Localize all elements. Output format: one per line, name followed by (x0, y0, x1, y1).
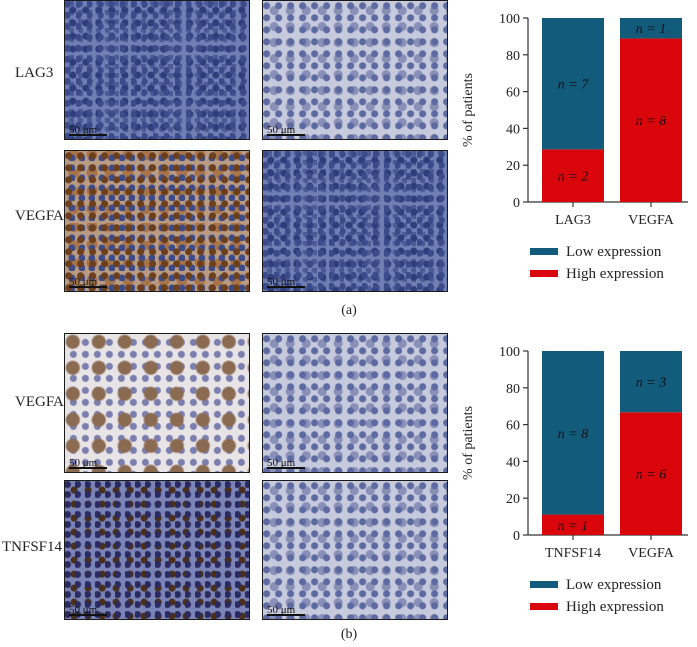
y-tick-label: 20 (506, 492, 520, 507)
scale-bar (267, 134, 305, 136)
y-tick-label: 80 (506, 382, 520, 397)
legend-label-high: High expression (566, 599, 664, 615)
y-axis-label: % of patients (461, 73, 476, 147)
micrograph-a-vegfa-high: 50 μm (64, 150, 250, 292)
bar-low-vegfa (620, 18, 682, 39)
scale-bar (69, 467, 107, 469)
scale-bar-label: 50 μm (69, 276, 98, 288)
legend-swatch-high (530, 270, 558, 277)
legend-label-low: Low expression (566, 244, 662, 260)
bar-high-vegfa (620, 38, 682, 203)
scale-bar (69, 134, 107, 136)
micrograph-b-tnfsf14-high: 50 μm (64, 480, 250, 620)
scale-bar (69, 614, 107, 616)
data-label-high: n = 2 (558, 170, 588, 185)
panel-label-b: (b) (340, 627, 358, 642)
scale-bar (267, 614, 305, 616)
legend-swatch-high (530, 603, 558, 610)
stacked-bar-chart-a: % of patients 0 20 40 60 80 100 n = 2 n = 7 LAG3 n… (461, 12, 688, 282)
y-tick-label: 40 (506, 122, 520, 137)
scale-bar-label: 50 μm (69, 457, 98, 469)
micrograph-a-vegfa-low: 50 μm (262, 150, 448, 292)
scale-bar-label: 50 μm (267, 276, 296, 288)
scale-bar (69, 286, 107, 288)
scale-bar (267, 286, 305, 288)
y-axis-label: % of patients (461, 406, 476, 480)
y-tick-label: 60 (506, 419, 520, 434)
scale-bar-label: 50 μm (267, 604, 296, 616)
micrograph-b-tnfsf14-low: 50 μm (262, 480, 448, 620)
panel-label-a: (a) (341, 303, 357, 318)
data-label-low: n = 7 (558, 78, 589, 93)
micrograph-a-lag3-low: 50 μm (262, 0, 448, 140)
x-tick-label: VEGFA (628, 213, 675, 228)
y-tick-label: 100 (499, 12, 520, 27)
data-label-high: n = 6 (636, 468, 666, 483)
data-label-low: n = 3 (636, 376, 666, 391)
data-label-low: n = 1 (636, 22, 666, 37)
scale-bar-label: 50 μm (267, 124, 296, 136)
bar-low-lag3 (542, 18, 604, 150)
legend-label-low: Low expression (566, 577, 662, 593)
micrograph-a-lag3-high: 50 μm (64, 0, 250, 140)
legend-label-high: High expression (566, 266, 664, 282)
stacked-bar-chart-b: % of patients 0 20 40 60 80 100 n = 1 n = 8 TNFSF… (461, 345, 688, 615)
x-tick-label: TNFSF14 (545, 546, 601, 561)
row-label-tnfsf14: TNFSF14 (2, 539, 63, 555)
y-tick-label: 40 (506, 455, 520, 470)
row-label-vegfa-a: VEGFA (15, 208, 64, 224)
scale-bar-label: 50 μm (267, 457, 296, 469)
y-tick-label: 80 (506, 49, 520, 64)
scale-bar-label: 50 μm (69, 604, 98, 616)
bar-high-tnfsf14 (542, 514, 604, 535)
bar-low-tnfsf14 (542, 351, 604, 515)
micrograph-b-vegfa-low: 50 μm (262, 333, 448, 473)
y-tick-label: 0 (513, 529, 520, 544)
y-tick-label: 20 (506, 159, 520, 174)
legend-swatch-low (530, 248, 558, 255)
row-label-lag3: LAG3 (15, 65, 54, 81)
bar-high-lag3 (542, 149, 604, 202)
micrograph-b-vegfa-high: 50 μm (64, 333, 250, 473)
scale-bar-label: 50 μm (69, 124, 98, 136)
row-label-vegfa-b: VEGFA (15, 394, 64, 410)
bar-low-vegfa (620, 351, 682, 413)
x-tick-label: VEGFA (628, 546, 675, 561)
y-tick-label: 100 (499, 345, 520, 360)
legend-swatch-low (530, 581, 558, 588)
bar-high-vegfa (620, 412, 682, 535)
scale-bar (267, 467, 305, 469)
data-label-high: n = 1 (558, 519, 588, 534)
x-tick-label: LAG3 (555, 213, 591, 228)
y-tick-label: 0 (513, 196, 520, 211)
data-label-high: n = 8 (636, 114, 666, 129)
data-label-low: n = 8 (558, 427, 588, 442)
y-tick-label: 60 (506, 86, 520, 101)
